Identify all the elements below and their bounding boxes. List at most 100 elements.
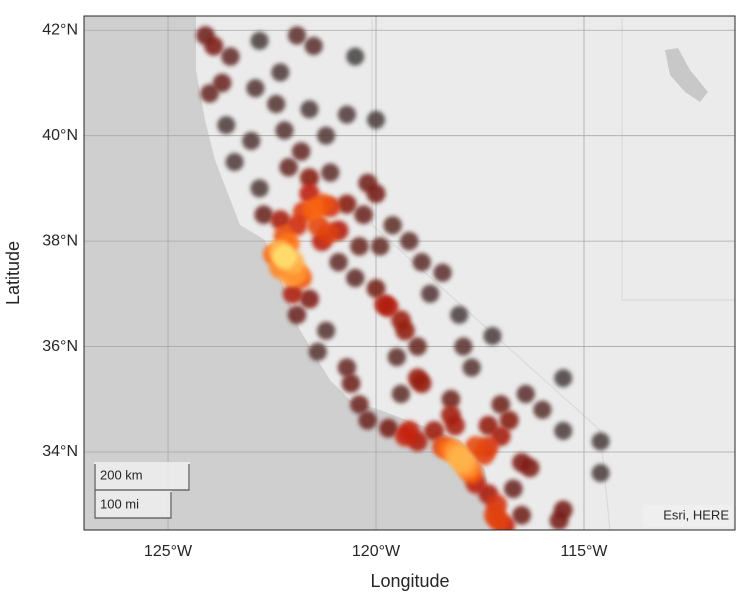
density-point <box>488 509 510 530</box>
density-point <box>391 384 411 404</box>
density-point <box>200 84 219 103</box>
density-point <box>329 252 348 272</box>
density-point <box>358 411 378 430</box>
density-point <box>291 142 311 161</box>
density-point <box>533 400 552 419</box>
density-point <box>441 389 461 409</box>
y-axis-label: Latitude <box>3 241 23 305</box>
density-point <box>420 284 440 303</box>
density-point <box>254 205 274 225</box>
density-point <box>304 36 323 56</box>
x-tick-label: 120°W <box>352 543 401 560</box>
density-point <box>366 184 386 204</box>
attribution-bg <box>643 505 733 527</box>
density-point <box>512 505 532 525</box>
density-point <box>503 479 523 499</box>
density-point <box>350 395 369 414</box>
density-point <box>516 384 535 404</box>
density-point <box>337 105 356 124</box>
density-point <box>300 100 319 119</box>
density-point <box>394 425 416 447</box>
density-point <box>250 31 269 50</box>
y-tick-label: 40°N <box>42 127 78 144</box>
scale-bg <box>94 490 172 518</box>
density-point <box>287 26 307 45</box>
density-point <box>316 321 336 340</box>
density-point <box>366 279 386 298</box>
density-point <box>308 342 327 361</box>
density-point <box>299 289 320 309</box>
density-marks <box>196 26 610 530</box>
density-point <box>337 194 357 214</box>
density-point <box>407 368 428 388</box>
scale-bg <box>94 462 190 490</box>
density-point <box>204 36 224 56</box>
ticks: 125°W 120°W 115°W 34°N 36°N 38°N 40°N 42°N <box>42 21 608 560</box>
density-point <box>366 110 386 129</box>
attribution: Esri, HERE <box>663 507 729 522</box>
density-point <box>217 116 236 135</box>
density-point <box>465 436 487 458</box>
density-point <box>445 415 465 436</box>
density-point <box>370 237 390 256</box>
y-tick-label: 34°N <box>42 443 78 460</box>
density-point <box>383 216 402 235</box>
scale-label: 200 km <box>100 467 143 482</box>
density-point <box>408 337 427 356</box>
density-point <box>221 47 240 66</box>
y-tick-label: 42°N <box>42 21 78 38</box>
density-point <box>400 231 419 251</box>
density-point <box>267 94 286 114</box>
density-point <box>287 305 307 325</box>
density-point <box>321 163 340 182</box>
y-tick-label: 38°N <box>42 232 78 249</box>
density-point <box>483 326 502 346</box>
density-point <box>225 152 244 172</box>
density-point <box>450 305 469 324</box>
density-point <box>462 358 481 377</box>
density-point <box>591 464 610 483</box>
density-point <box>299 168 320 188</box>
scale-bar: 200 km 100 mi <box>94 462 190 519</box>
density-point <box>554 421 573 440</box>
density-point <box>499 410 519 430</box>
density-point <box>279 158 298 177</box>
density-point <box>250 179 269 198</box>
density-point <box>412 253 431 272</box>
density-point <box>272 244 297 269</box>
density-point <box>554 369 573 388</box>
lake <box>665 48 708 102</box>
density-point <box>346 47 365 66</box>
land <box>196 16 735 530</box>
density-point <box>271 63 290 82</box>
density-point <box>212 73 232 93</box>
density-point <box>591 432 610 451</box>
density-point <box>447 445 471 469</box>
x-tick-label: 115°W <box>560 543 608 560</box>
density-point <box>270 210 291 230</box>
density-point <box>387 347 406 367</box>
density-point <box>454 337 473 356</box>
density-point <box>317 126 336 145</box>
density-point <box>424 421 445 441</box>
density-point <box>350 237 369 256</box>
density-point <box>246 79 265 98</box>
basemap <box>84 16 735 530</box>
axes-box <box>83 15 736 531</box>
density-point <box>378 296 399 318</box>
density-point <box>354 205 373 225</box>
density-point <box>379 418 398 438</box>
density-point <box>242 131 261 151</box>
density-point <box>391 310 411 330</box>
scale-label: 100 mi <box>100 496 139 511</box>
density-point <box>433 263 452 282</box>
density-point <box>302 198 325 221</box>
density-point <box>282 283 303 304</box>
density-point <box>549 511 569 530</box>
density-point <box>512 452 532 473</box>
density-point <box>337 358 357 377</box>
density-point <box>341 374 361 393</box>
x-axis-label: Longitude <box>370 571 449 591</box>
x-tick-label: 125°W <box>144 543 193 560</box>
